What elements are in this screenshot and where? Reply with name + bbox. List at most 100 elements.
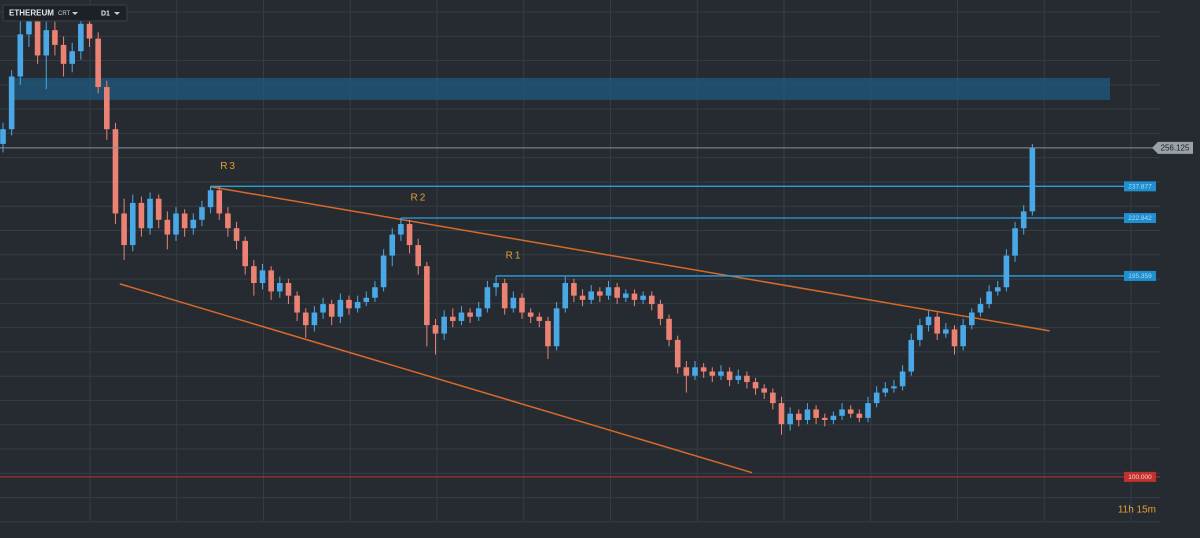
candle-body (830, 415, 837, 420)
candle-body (969, 312, 975, 326)
candle-body (891, 386, 897, 389)
candle-body (951, 329, 958, 347)
candle-body (0, 129, 6, 144)
candle-body (251, 266, 257, 284)
candle-body (311, 312, 318, 326)
candle-body (8, 76, 15, 130)
candle-body (112, 129, 119, 214)
candle-body (908, 339, 915, 372)
candle-body (432, 325, 439, 334)
timeframe[interactable]: D1 (101, 10, 110, 17)
candle-body (17, 34, 24, 77)
candle-body (778, 403, 785, 425)
candle-body (674, 339, 681, 368)
level-label: 222.842 (1128, 215, 1152, 222)
candle-body (623, 293, 629, 298)
candle-body (242, 240, 248, 267)
candle-body (475, 308, 482, 317)
candle-body (977, 304, 984, 313)
toolbar-bg (2, 4, 128, 22)
candle-body (865, 403, 871, 418)
support-label: 100.000 (1128, 474, 1152, 481)
dropdown-arrow[interactable] (114, 12, 120, 15)
trendline (210, 185, 1050, 332)
candle-body (406, 224, 413, 246)
candle-body (337, 299, 344, 317)
candle-body (821, 417, 828, 420)
candle-body (925, 316, 932, 326)
support-label-bg (1124, 471, 1156, 482)
candle-body (899, 371, 906, 387)
candle-body (43, 30, 50, 56)
candle-body (917, 325, 923, 340)
candle-body (69, 51, 75, 64)
candle-body (510, 297, 517, 309)
candle-body (380, 255, 387, 288)
candle-body (986, 291, 992, 305)
candle-body (718, 371, 724, 376)
candle-body (605, 287, 612, 296)
candle-body (631, 293, 638, 300)
candle-body (571, 283, 577, 296)
candle-body (493, 283, 499, 288)
candle-body (26, 17, 32, 35)
candle-body (657, 304, 664, 319)
candle-body (1029, 147, 1036, 212)
mode[interactable]: CRT (58, 11, 71, 17)
candle-body (839, 409, 845, 416)
candle-body (190, 219, 197, 229)
candle-body (173, 213, 179, 235)
candle-body (943, 329, 949, 334)
candle-body (484, 287, 491, 309)
toolbar: ETHEREUM CRT D1 (2, 4, 128, 22)
candle-body (199, 207, 205, 220)
plot: 100.000 R3 237.877 R2 222.842 R1 195.359 256.12… (0, 4, 1193, 482)
candle-body (458, 312, 465, 321)
candle-body (744, 375, 750, 383)
candle-body (640, 295, 646, 300)
level-name: R2 (411, 193, 428, 204)
candle-body (994, 287, 1001, 292)
candle-body (873, 392, 880, 404)
symbol: ETHEREUM (9, 9, 54, 18)
candle-body (95, 38, 101, 88)
candle-body (320, 304, 326, 313)
candle-body (856, 413, 863, 418)
candle-body (225, 213, 231, 229)
candle-body (536, 316, 543, 321)
level-label: 195.359 (1128, 273, 1152, 280)
candle-body (1020, 211, 1027, 229)
candle-body (752, 382, 759, 389)
candle-body (233, 228, 240, 241)
candle-body (354, 301, 361, 309)
candle-body (34, 17, 41, 56)
candle-body (709, 371, 716, 376)
candle-body (78, 23, 84, 52)
candle-body (328, 304, 335, 317)
level-label: 237.877 (1128, 184, 1152, 191)
candle-body (259, 270, 266, 284)
candle-body (363, 297, 370, 302)
candle-body (700, 367, 707, 372)
level-label-bg (1124, 181, 1156, 192)
candle-body (285, 283, 292, 296)
candle-body (277, 283, 283, 292)
candle-body (813, 409, 819, 418)
candle-body (441, 316, 447, 334)
candle-body (545, 320, 551, 347)
candle-body (597, 291, 603, 296)
candle-body (147, 198, 153, 229)
candle-body (614, 287, 620, 298)
candle-body (527, 312, 534, 317)
candle-body (398, 224, 404, 235)
candle-body (450, 316, 456, 321)
dropdown-arrow[interactable] (72, 12, 78, 15)
candle-body (666, 318, 672, 340)
trendline (119, 283, 753, 474)
candle-body (579, 295, 586, 300)
candle-body (389, 234, 396, 256)
candle-body (683, 367, 690, 376)
candle-body (372, 287, 378, 298)
candle-body (86, 23, 93, 39)
